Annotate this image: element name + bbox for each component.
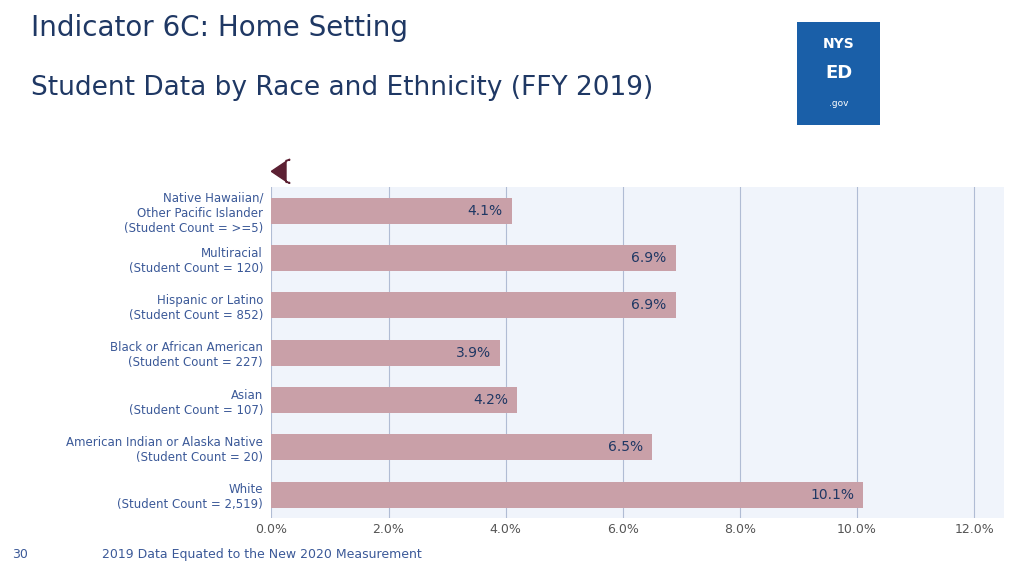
Bar — [271, 198, 512, 224]
FancyArrow shape — [271, 159, 290, 184]
Text: NYS: NYS — [822, 37, 855, 51]
Text: ED: ED — [825, 65, 852, 82]
Text: 4.2%: 4.2% — [473, 393, 509, 407]
Bar — [271, 340, 500, 366]
Bar — [797, 22, 880, 125]
Bar — [788, 13, 889, 134]
Text: Indicator 6C: Home Setting: Indicator 6C: Home Setting — [31, 14, 408, 43]
Bar — [271, 293, 676, 319]
Bar — [271, 387, 517, 413]
Bar — [271, 245, 676, 271]
Text: Student Data by Race and Ethnicity (FFY 2019): Student Data by Race and Ethnicity (FFY … — [31, 75, 653, 101]
Text: 2019 Data Equated to the New 2020 Measurement: 2019 Data Equated to the New 2020 Measur… — [102, 548, 422, 561]
Text: 4.1%: 4.1% — [468, 204, 503, 218]
Bar — [271, 434, 652, 460]
Text: ENGAGEMENT: ENGAGEMENT — [916, 119, 987, 128]
Text: 3.9%: 3.9% — [456, 346, 492, 360]
Text: 10.1%: 10.1% — [810, 488, 854, 502]
Text: IDEA STATE: IDEA STATE — [923, 21, 980, 31]
Bar — [271, 482, 863, 508]
Text: Decrease = Improvement: Decrease = Improvement — [548, 164, 727, 179]
Text: 30: 30 — [12, 548, 29, 561]
Text: PERFORMANCE: PERFORMANCE — [913, 46, 990, 55]
Text: STAKEHOLDER: STAKEHOLDER — [914, 94, 988, 104]
Text: PLAN: PLAN — [938, 70, 965, 79]
Text: 6.9%: 6.9% — [632, 251, 667, 265]
Text: .gov: .gov — [828, 98, 849, 108]
Text: 6.9%: 6.9% — [632, 298, 667, 313]
Text: 6.5%: 6.5% — [608, 441, 643, 454]
